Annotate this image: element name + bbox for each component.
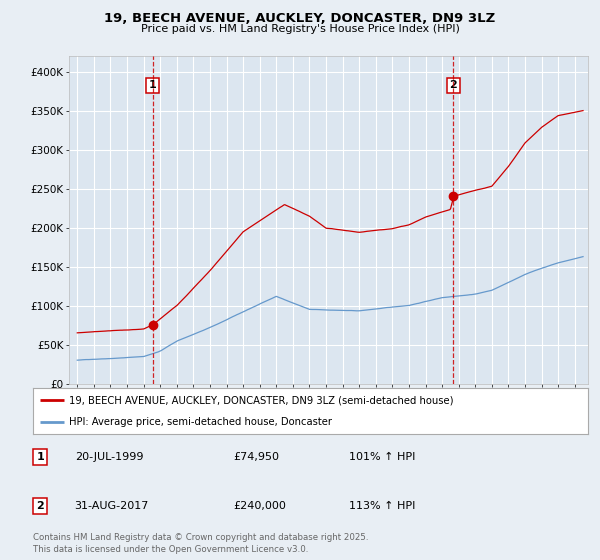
Text: £240,000: £240,000 bbox=[233, 501, 286, 511]
Text: 1: 1 bbox=[149, 81, 157, 91]
Text: HPI: Average price, semi-detached house, Doncaster: HPI: Average price, semi-detached house,… bbox=[69, 417, 332, 427]
Text: 1: 1 bbox=[37, 452, 44, 462]
Text: £74,950: £74,950 bbox=[233, 452, 279, 462]
Text: 31-AUG-2017: 31-AUG-2017 bbox=[74, 501, 149, 511]
Text: 20-JUL-1999: 20-JUL-1999 bbox=[74, 452, 143, 462]
Text: 19, BEECH AVENUE, AUCKLEY, DONCASTER, DN9 3LZ: 19, BEECH AVENUE, AUCKLEY, DONCASTER, DN… bbox=[104, 12, 496, 25]
Text: 101% ↑ HPI: 101% ↑ HPI bbox=[349, 452, 416, 462]
Text: 2: 2 bbox=[449, 81, 457, 91]
Text: Contains HM Land Registry data © Crown copyright and database right 2025.
This d: Contains HM Land Registry data © Crown c… bbox=[33, 533, 368, 554]
Text: 2: 2 bbox=[37, 501, 44, 511]
Text: 113% ↑ HPI: 113% ↑ HPI bbox=[349, 501, 416, 511]
Text: Price paid vs. HM Land Registry's House Price Index (HPI): Price paid vs. HM Land Registry's House … bbox=[140, 24, 460, 34]
Text: 19, BEECH AVENUE, AUCKLEY, DONCASTER, DN9 3LZ (semi-detached house): 19, BEECH AVENUE, AUCKLEY, DONCASTER, DN… bbox=[69, 395, 454, 405]
